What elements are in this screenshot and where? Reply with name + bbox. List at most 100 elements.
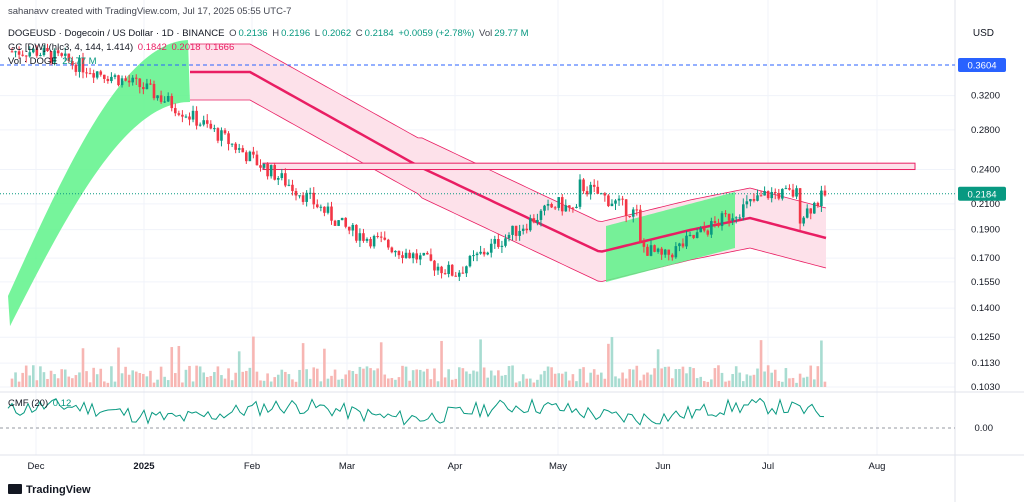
- volume-bar: [468, 373, 472, 387]
- volume-bar: [702, 381, 706, 387]
- candle-body: [472, 255, 475, 257]
- volume-bar: [401, 365, 404, 387]
- candle-body: [49, 51, 53, 63]
- candle-body: [113, 75, 117, 77]
- candle-body: [319, 206, 323, 208]
- candle-body: [745, 201, 749, 205]
- candle-body: [749, 199, 752, 202]
- candle-body: [809, 208, 813, 214]
- volume-bar: [614, 376, 617, 387]
- volume-bar: [53, 374, 56, 387]
- candle-body: [525, 228, 529, 231]
- volume-bar: [166, 380, 170, 387]
- volume-bar: [223, 378, 227, 387]
- volume-bar: [117, 347, 120, 387]
- volume-bar: [99, 368, 103, 387]
- volume-bar: [291, 379, 294, 387]
- candle-body: [578, 179, 582, 207]
- volume-bar: [550, 367, 553, 387]
- candle-body: [369, 238, 372, 247]
- volume-bar: [575, 381, 578, 387]
- volume-bar: [35, 380, 39, 387]
- volume-bar: [649, 374, 653, 387]
- volume-bar: [394, 379, 397, 387]
- candle-body: [813, 202, 816, 214]
- candle-body: [106, 78, 110, 82]
- candle-body: [53, 50, 56, 63]
- indicator-name[interactable]: GC [DW] (hlc3, 4, 144, 1.414): [8, 42, 134, 53]
- volume-bar: [553, 373, 557, 387]
- volume-bar: [600, 372, 603, 387]
- volume-bar: [759, 340, 763, 387]
- candle-body: [614, 200, 617, 204]
- volume-bar: [362, 368, 365, 387]
- candle-body: [205, 120, 209, 124]
- hline-price-tag-bg: [958, 58, 1006, 72]
- volume-bar: [695, 378, 699, 387]
- symbol-name[interactable]: DOGEUSD · Dogecoin / US Dollar · 1D · BI…: [8, 28, 225, 39]
- candle-body: [731, 218, 734, 221]
- candle-body: [32, 48, 35, 53]
- candle-body: [418, 255, 422, 260]
- volume-bar: [308, 378, 312, 387]
- volume-bar: [756, 368, 759, 387]
- currency-label[interactable]: USD: [972, 28, 994, 39]
- volume-bar: [213, 372, 216, 387]
- candle-body: [823, 190, 827, 196]
- candle-body: [301, 195, 305, 202]
- volume-bar: [511, 365, 514, 387]
- candle-body: [152, 83, 156, 99]
- candle-body: [340, 217, 344, 221]
- volume-bar: [592, 369, 596, 387]
- volume-bar: [340, 378, 344, 387]
- volume-bar: [475, 371, 479, 387]
- volume-bar: [514, 382, 518, 387]
- volume-bar: [138, 373, 142, 387]
- low-value: 0.2062: [322, 28, 352, 39]
- candle-body: [791, 189, 795, 197]
- candle-body: [28, 52, 32, 57]
- volume-bar: [46, 378, 49, 387]
- candle-body: [237, 148, 241, 150]
- volume-bar: [727, 380, 731, 387]
- volume-legend-label[interactable]: Vol · DOGE: [8, 56, 58, 67]
- volume-bar: [56, 378, 60, 387]
- volume-bar: [14, 372, 17, 387]
- volume-bar: [734, 366, 738, 387]
- close-label: C: [355, 28, 363, 39]
- volume-bar: [188, 365, 191, 387]
- volume-bar: [823, 381, 827, 387]
- close-value: 0.2184: [364, 28, 394, 39]
- volume-bar: [74, 375, 78, 387]
- candle-body: [543, 205, 546, 211]
- candle-body: [802, 217, 805, 224]
- candle-body: [85, 72, 88, 74]
- volume-bar: [81, 348, 85, 387]
- candle-body: [60, 53, 63, 56]
- volume-bar: [39, 366, 42, 387]
- candle-body: [585, 191, 589, 195]
- candle-body: [702, 227, 706, 231]
- candle-body: [610, 203, 614, 207]
- candle-body: [124, 78, 127, 81]
- volume-bar: [536, 379, 539, 387]
- cmf-label[interactable]: CMF (20): [8, 398, 49, 409]
- candle-body: [710, 221, 713, 235]
- volume-bar: [685, 373, 688, 387]
- volume-bar: [330, 375, 333, 387]
- candle-body: [372, 235, 376, 247]
- volume-bar: [49, 370, 53, 387]
- candle-body: [21, 54, 24, 56]
- volume-bar: [663, 366, 667, 387]
- candle-body: [518, 230, 521, 236]
- volume-bar: [355, 373, 358, 387]
- candle-body: [245, 152, 248, 162]
- y-tick-label: 0.1250: [971, 332, 1000, 343]
- candle-body: [220, 130, 223, 141]
- candle-body: [788, 188, 791, 190]
- candle-body: [507, 234, 511, 239]
- candle-body: [326, 206, 330, 213]
- volume-bar: [461, 368, 465, 387]
- volume-bar: [88, 382, 92, 387]
